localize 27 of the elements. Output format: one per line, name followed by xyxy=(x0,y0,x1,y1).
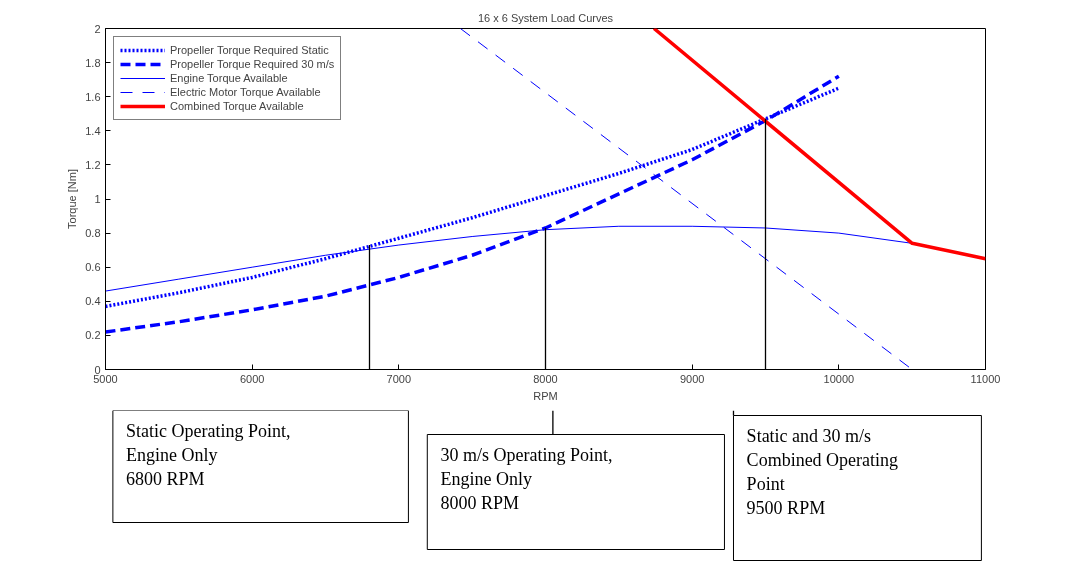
x-tick-label: 8000 xyxy=(533,372,558,385)
y-axis-title: Torque [Nm] xyxy=(66,169,79,229)
x-axis-title: RPM xyxy=(533,389,558,402)
y-tick-label: 0.4 xyxy=(85,295,101,308)
y-tick-label: 1.2 xyxy=(85,158,101,171)
x-tick-label: 11000 xyxy=(970,372,1001,385)
chart-title: 16 x 6 System Load Curves xyxy=(477,11,614,24)
legend-label: Combined Torque Available xyxy=(170,99,304,113)
text: Static Operating Point, Engine Only 6800 RPM xyxy=(126,420,291,489)
text: 30 m/s Operating Point, Engine Only 8000 RPM xyxy=(440,444,613,513)
y-tick-label: 0.2 xyxy=(85,329,101,342)
y-tick-label: 0.6 xyxy=(85,261,101,274)
y-tick-label: 2 xyxy=(94,22,101,35)
legend-label: Propeller Torque Required 30 m/s xyxy=(170,57,335,71)
x-tick-label: 6000 xyxy=(239,372,265,385)
y-tick-label: 1 xyxy=(94,193,101,205)
legend-label: Engine Torque Available xyxy=(170,71,288,85)
y-tick-label: 1.8 xyxy=(85,56,101,69)
x-tick-label: 9000 xyxy=(679,372,705,385)
y-tick-label: 0.8 xyxy=(85,227,101,240)
y-tick-label: 1.6 xyxy=(85,90,101,103)
y-tick-label: 1.4 xyxy=(85,124,101,137)
legend-label: Propeller Torque Required Static xyxy=(170,43,329,57)
legend-label: Electric Motor Torque Available xyxy=(170,85,321,99)
text: Static and 30 m/s Combined Operating Point 9500 RPM xyxy=(746,425,899,518)
x-tick-label: 10000 xyxy=(823,372,855,385)
x-tick-label: 7000 xyxy=(386,372,412,385)
